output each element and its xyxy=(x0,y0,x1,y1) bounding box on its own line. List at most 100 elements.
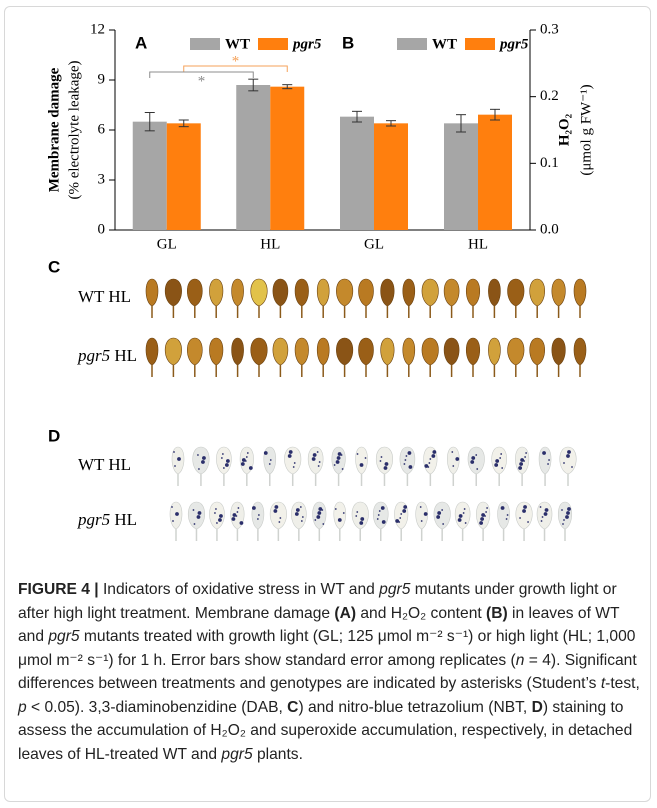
stain-dot xyxy=(246,456,248,458)
y-axis-label: Membrane damage xyxy=(46,67,62,192)
leaf-blade xyxy=(295,338,309,365)
legend-swatch xyxy=(397,38,427,50)
stain-dot xyxy=(177,457,181,461)
stain-dot xyxy=(273,509,277,513)
stain-dot xyxy=(293,466,295,468)
leaf xyxy=(447,447,459,486)
leaf xyxy=(403,279,415,318)
leaf-blade xyxy=(352,502,369,529)
leaf xyxy=(313,502,327,541)
stain-dot xyxy=(197,454,199,456)
stain-dot xyxy=(563,519,565,521)
stain-dot xyxy=(335,508,337,510)
stain-dot xyxy=(403,505,407,509)
stain-dot xyxy=(264,451,268,455)
stain-dot xyxy=(409,465,413,469)
caption-run: pgr5 xyxy=(379,581,410,598)
stain-dot xyxy=(571,466,573,468)
leaf-blade xyxy=(356,447,368,474)
leaf xyxy=(530,279,545,318)
stain-dot xyxy=(173,451,175,453)
leaf-blade xyxy=(317,338,329,365)
stain-dot xyxy=(548,459,550,461)
stain-dot xyxy=(233,513,237,517)
stain-dot xyxy=(317,511,321,515)
stain-dot xyxy=(542,516,544,518)
leaf-blade xyxy=(165,338,182,365)
leaf xyxy=(334,502,346,541)
leaf xyxy=(336,338,353,377)
leaf xyxy=(165,338,182,377)
stain-dot xyxy=(421,520,423,522)
y-tick-label: 6 xyxy=(98,121,106,137)
bar xyxy=(374,123,408,230)
leaf xyxy=(403,338,415,377)
stain-dot xyxy=(561,509,563,511)
leaf xyxy=(359,279,374,318)
stain-dot xyxy=(343,512,345,514)
leaf xyxy=(209,338,223,377)
stain-dot xyxy=(365,457,367,459)
leaf xyxy=(172,447,184,486)
leaf xyxy=(209,279,223,318)
leaf xyxy=(359,338,374,377)
stain-dot xyxy=(567,507,571,511)
legend-swatch xyxy=(258,38,288,50)
stain-dot xyxy=(400,513,402,515)
leaf xyxy=(488,279,500,318)
leaf-blade xyxy=(284,447,301,474)
stain-dot xyxy=(495,459,499,463)
caption-run: (A) xyxy=(334,605,356,622)
leaf-blade xyxy=(317,279,329,306)
stain-dot xyxy=(544,512,548,516)
caption-run: < 0.05). 3,3-diaminobenzidine (DAB, xyxy=(27,699,287,716)
leaf-blade xyxy=(336,279,353,306)
stain-dot xyxy=(356,511,358,513)
bar xyxy=(444,123,478,230)
leaf xyxy=(188,502,205,541)
leaf xyxy=(187,338,202,377)
leaf-blade xyxy=(552,279,566,306)
leaf-blade xyxy=(273,279,288,306)
y-axis-label: (% electrolyte leakage) xyxy=(66,60,82,199)
stain-dot xyxy=(225,463,229,467)
leaf-blade xyxy=(291,502,306,529)
stain-dot xyxy=(428,462,430,464)
leaf-blade xyxy=(232,338,244,365)
leaf xyxy=(466,279,480,318)
leaf-blade xyxy=(146,338,158,365)
stain-dot xyxy=(381,456,383,458)
leaf xyxy=(444,338,459,377)
y-tick-label: 0.1 xyxy=(540,155,559,171)
stain-dot xyxy=(278,521,280,523)
y-tick-label: 0 xyxy=(98,221,106,237)
leaf xyxy=(284,447,301,486)
stain-dot xyxy=(172,520,174,522)
legend-swatch xyxy=(465,38,495,50)
stain-dot xyxy=(404,463,406,465)
stain-dot xyxy=(480,517,484,521)
stain-dot xyxy=(547,463,549,465)
stain-dot xyxy=(523,505,527,509)
caption: FIGURE 4 | Indicators of oxidative stres… xyxy=(18,578,640,766)
leaf xyxy=(381,279,395,318)
stain-dot xyxy=(232,517,236,521)
caption-run: pgr5 xyxy=(221,746,252,763)
stain-dot xyxy=(381,506,385,510)
stain-dot xyxy=(562,523,564,525)
stain-dot xyxy=(441,509,443,511)
stain-dot xyxy=(395,519,399,523)
caption-run: Indicators of oxidative stress in WT and xyxy=(99,581,380,598)
leaf-blade xyxy=(381,279,395,306)
leaf-blade xyxy=(251,279,268,306)
stain-dot xyxy=(219,514,223,518)
leaf xyxy=(146,279,158,318)
panel-label: A xyxy=(135,33,147,52)
leaf-blade xyxy=(165,279,182,306)
stain-dot xyxy=(171,506,173,508)
stain-dot xyxy=(384,466,388,470)
stain-dot xyxy=(524,456,526,458)
stain-dot xyxy=(197,515,201,519)
stain-dot xyxy=(359,521,363,525)
